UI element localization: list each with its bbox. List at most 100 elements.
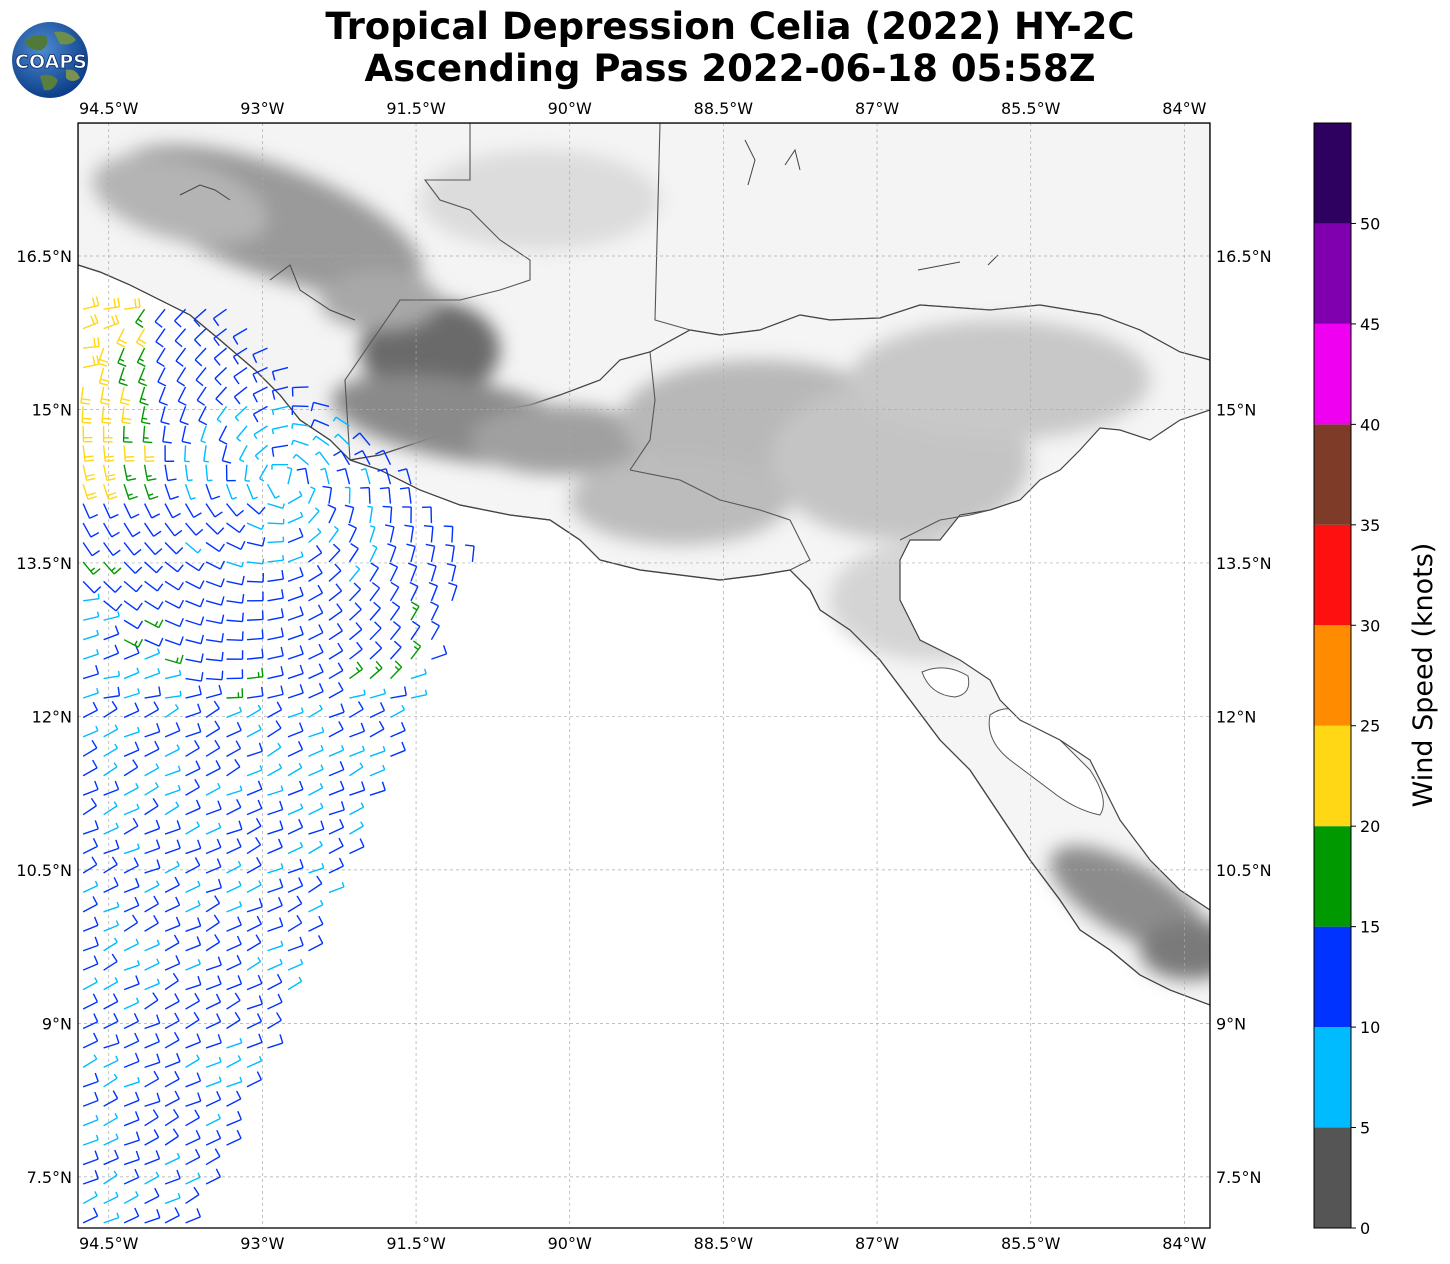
wind-barb [82,445,95,462]
wind-barb [328,682,344,699]
wind-barb [144,668,161,680]
wind-barb [82,780,99,796]
wind-barb [205,522,225,535]
wind-barb [410,620,421,641]
wind-barb [103,297,121,310]
title-line-2: Ascending Pass 2022-06-18 05:58Z [364,47,1096,90]
wind-barb [226,1011,241,1030]
wind-barb [267,627,284,641]
wind-barb [287,877,304,894]
wind-barb [328,583,343,602]
wind-barb [103,561,122,575]
wind-barb [123,1013,140,1030]
wind-barb [123,1111,140,1127]
wind-barb [267,646,284,660]
wind-barb [246,898,263,913]
colorbar-tick-label: 40 [1360,415,1380,434]
wind-barb [193,308,207,327]
wind-barb [410,601,420,621]
wind-barb [82,838,99,855]
wind-barb [291,386,309,397]
lat-tick-label-right: 16.5°N [1216,247,1272,266]
wind-barb [246,974,263,991]
wind-barb [164,1152,181,1166]
wind-barb [349,722,366,738]
wind-barb [404,524,414,543]
wind-barb [82,936,99,952]
wind-barb [123,741,140,757]
wind-barb [334,433,350,446]
wind-barb [82,503,99,519]
wind-barb [267,820,284,835]
wind-barb [389,581,400,602]
wind-barb [103,611,120,621]
wind-barb [333,450,351,466]
wind-barb [143,503,161,519]
wind-barb [375,449,392,466]
wind-barb [291,439,309,446]
wind-barb [252,405,268,423]
wind-barb [176,367,187,387]
wind-barb [164,617,184,628]
wind-barb [205,483,221,500]
wind-barb [267,536,285,544]
wind-barb [123,960,140,971]
wind-barb [328,881,345,894]
wind-barbs [80,296,475,1224]
wind-barb [195,367,207,387]
wind-barb [314,451,330,466]
wind-barb [307,486,316,504]
wind-barb [117,347,127,367]
wind-barb [82,977,98,991]
wind-barb [185,1129,201,1146]
wind-barb [82,1072,99,1088]
wind-barb [184,464,193,482]
wind-barb [123,975,140,991]
wind-barb [123,638,144,648]
wind-barb [164,860,180,874]
wind-barb [236,425,248,442]
wind-barb [226,880,242,894]
wind-barb [97,347,109,367]
wind-barb [123,702,140,719]
wind-barb [246,780,263,796]
lon-tick-label-top: 87°W [855,99,899,118]
wind-barb [158,386,168,406]
wind-barb [205,578,225,588]
wind-barb [205,975,222,991]
wind-barb [103,1055,119,1068]
wind-barb [226,1037,243,1049]
wind-barb [286,466,293,485]
wind-barb [137,367,148,387]
wind-barb [246,836,262,855]
lat-tick-label-left: 7.5°N [27,1168,72,1187]
wind-barb [118,367,128,387]
lat-tick-label-left: 16.5°N [16,247,72,266]
wind-barb [328,801,345,816]
wind-barb [253,425,268,440]
wind-barb [369,562,380,582]
wind-barb [102,483,118,501]
wind-barb [349,701,364,719]
wind-barb [291,405,309,415]
wind-barb [328,703,345,719]
wind-barb [267,589,284,602]
wind-barb [267,608,284,621]
wind-barb [226,522,246,534]
wind-barb [164,541,184,555]
wind-barb [226,1129,242,1146]
wind-barb [123,997,140,1010]
wind-barb [308,545,323,563]
wind-barb [225,483,238,500]
wind-barb [144,740,160,757]
wind-barb [443,525,454,543]
wind-barb [225,503,245,517]
lat-tick-label-left: 10.5°N [16,861,72,880]
wind-barb [267,763,283,777]
wind-barb [267,917,284,932]
wind-barb [308,875,323,893]
wind-barb [246,610,264,621]
wind-barb [205,1148,221,1166]
wind-barb [267,666,284,680]
wind-barb [194,347,207,367]
